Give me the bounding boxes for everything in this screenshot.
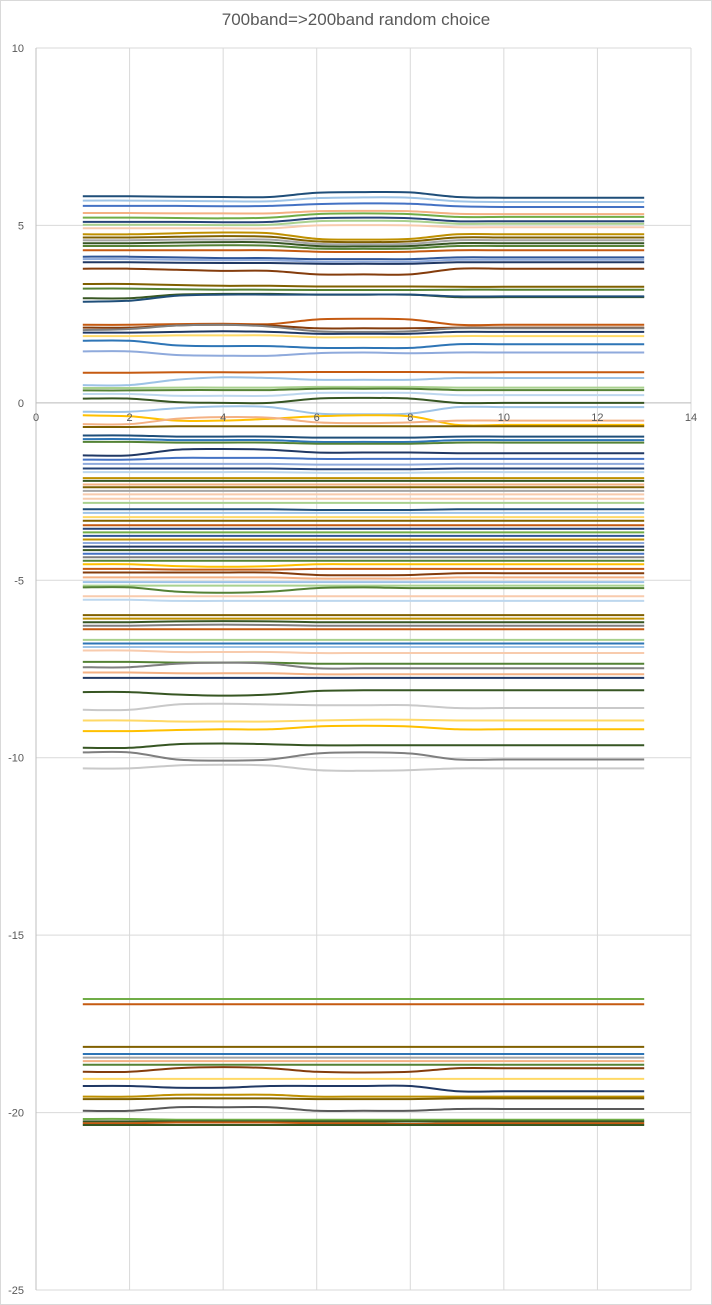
series-line-6: [82, 216, 645, 224]
x-tick-label: 12: [591, 412, 603, 424]
series-lines: [82, 190, 645, 1126]
x-tick-label: 2: [127, 412, 133, 424]
series-line-10: [82, 235, 645, 244]
series-line-72: [82, 567, 645, 571]
series-line-11: [82, 238, 645, 246]
series-line-83: [82, 623, 645, 627]
series-line-95: [82, 718, 645, 723]
series-line-9: [82, 231, 645, 241]
series-line-82: [82, 620, 645, 624]
series-line-27: [82, 334, 645, 339]
series-line-13: [82, 244, 645, 250]
y-tick-label: -20: [8, 1108, 24, 1120]
series-line-115: [82, 1121, 645, 1125]
series-line-94: [82, 702, 645, 712]
x-axis-tick-labels: 0 2 4 6 8 10 12 14: [33, 412, 697, 424]
series-line-38: [82, 415, 645, 426]
series-line-35: [82, 396, 645, 405]
series-line-45: [82, 462, 645, 466]
series-line-43: [82, 447, 645, 457]
series-line-37: [82, 414, 645, 427]
series-line-40: [82, 434, 645, 439]
series-line-39: [82, 425, 645, 429]
series-line-16: [82, 258, 645, 263]
series-line-30: [82, 370, 645, 374]
series-line-73: [82, 571, 645, 577]
series-line-71: [82, 563, 645, 568]
series-line-79: [82, 598, 645, 602]
series-line-4: [82, 209, 645, 216]
series-line-107: [82, 1066, 645, 1074]
y-tick-label: 5: [18, 220, 24, 232]
series-line-91: [82, 671, 645, 676]
series-line-28: [82, 339, 645, 350]
y-tick-label: -5: [14, 575, 24, 587]
y-tick-label: -25: [8, 1285, 24, 1297]
series-line-110: [82, 1093, 645, 1098]
x-tick-label: 8: [407, 412, 413, 424]
series-line-98: [82, 750, 645, 762]
series-line-7: [82, 219, 645, 227]
series-line-5: [82, 212, 645, 220]
y-tick-label: 10: [12, 43, 24, 55]
series-line-22: [82, 293, 645, 303]
series-line-23: [82, 317, 645, 327]
series-line-77: [82, 586, 645, 594]
series-line-29: [82, 350, 645, 357]
series-line-46: [82, 467, 645, 471]
x-tick-label: 14: [685, 412, 697, 424]
series-line-14: [82, 249, 645, 253]
series-line-2: [82, 196, 645, 204]
series-line-15: [82, 255, 645, 261]
series-line-74: [82, 576, 645, 580]
series-line-19: [82, 282, 645, 288]
series-line-90: [82, 661, 645, 670]
series-line-31: [82, 376, 645, 387]
series-line-44: [82, 456, 645, 461]
series-line-111: [82, 1097, 645, 1101]
series-line-20: [82, 287, 645, 292]
x-tick-label: 0: [33, 412, 39, 424]
chart-title: 700band=>200band random choice: [221, 10, 491, 29]
series-line-89: [82, 660, 645, 665]
series-line-88: [82, 649, 645, 655]
series-line-41: [82, 438, 645, 444]
series-line-113: [82, 1117, 645, 1121]
y-axis-tick-labels: 10 5 0 -5 -10 -15 -20 -25: [8, 43, 24, 1297]
y-tick-label: 0: [18, 398, 24, 410]
series-line-17: [82, 261, 645, 265]
series-line-1: [82, 190, 645, 199]
series-line-99: [82, 763, 645, 772]
series-line-32: [82, 385, 645, 389]
series-line-112: [82, 1105, 645, 1113]
series-line-12: [82, 241, 645, 248]
series-line-34: [82, 391, 645, 397]
series-line-3: [82, 202, 645, 209]
series-line-47: [82, 471, 645, 474]
series-line-109: [82, 1084, 645, 1093]
series-line-33: [82, 387, 645, 392]
series-line-97: [82, 742, 645, 750]
series-line-25: [82, 323, 645, 333]
y-tick-label: -10: [8, 753, 24, 765]
series-line-18: [82, 267, 645, 276]
series-line-56: [82, 508, 645, 512]
x-tick-label: 6: [314, 412, 320, 424]
series-line-8: [82, 224, 645, 230]
series-line-36: [82, 405, 645, 416]
x-tick-label: 10: [498, 412, 510, 424]
series-line-96: [82, 724, 645, 733]
series-line-42: [82, 440, 645, 445]
series-line-93: [82, 689, 645, 697]
x-tick-label: 4: [220, 412, 226, 424]
series-line-26: [82, 330, 645, 335]
y-tick-label: -15: [8, 930, 24, 942]
